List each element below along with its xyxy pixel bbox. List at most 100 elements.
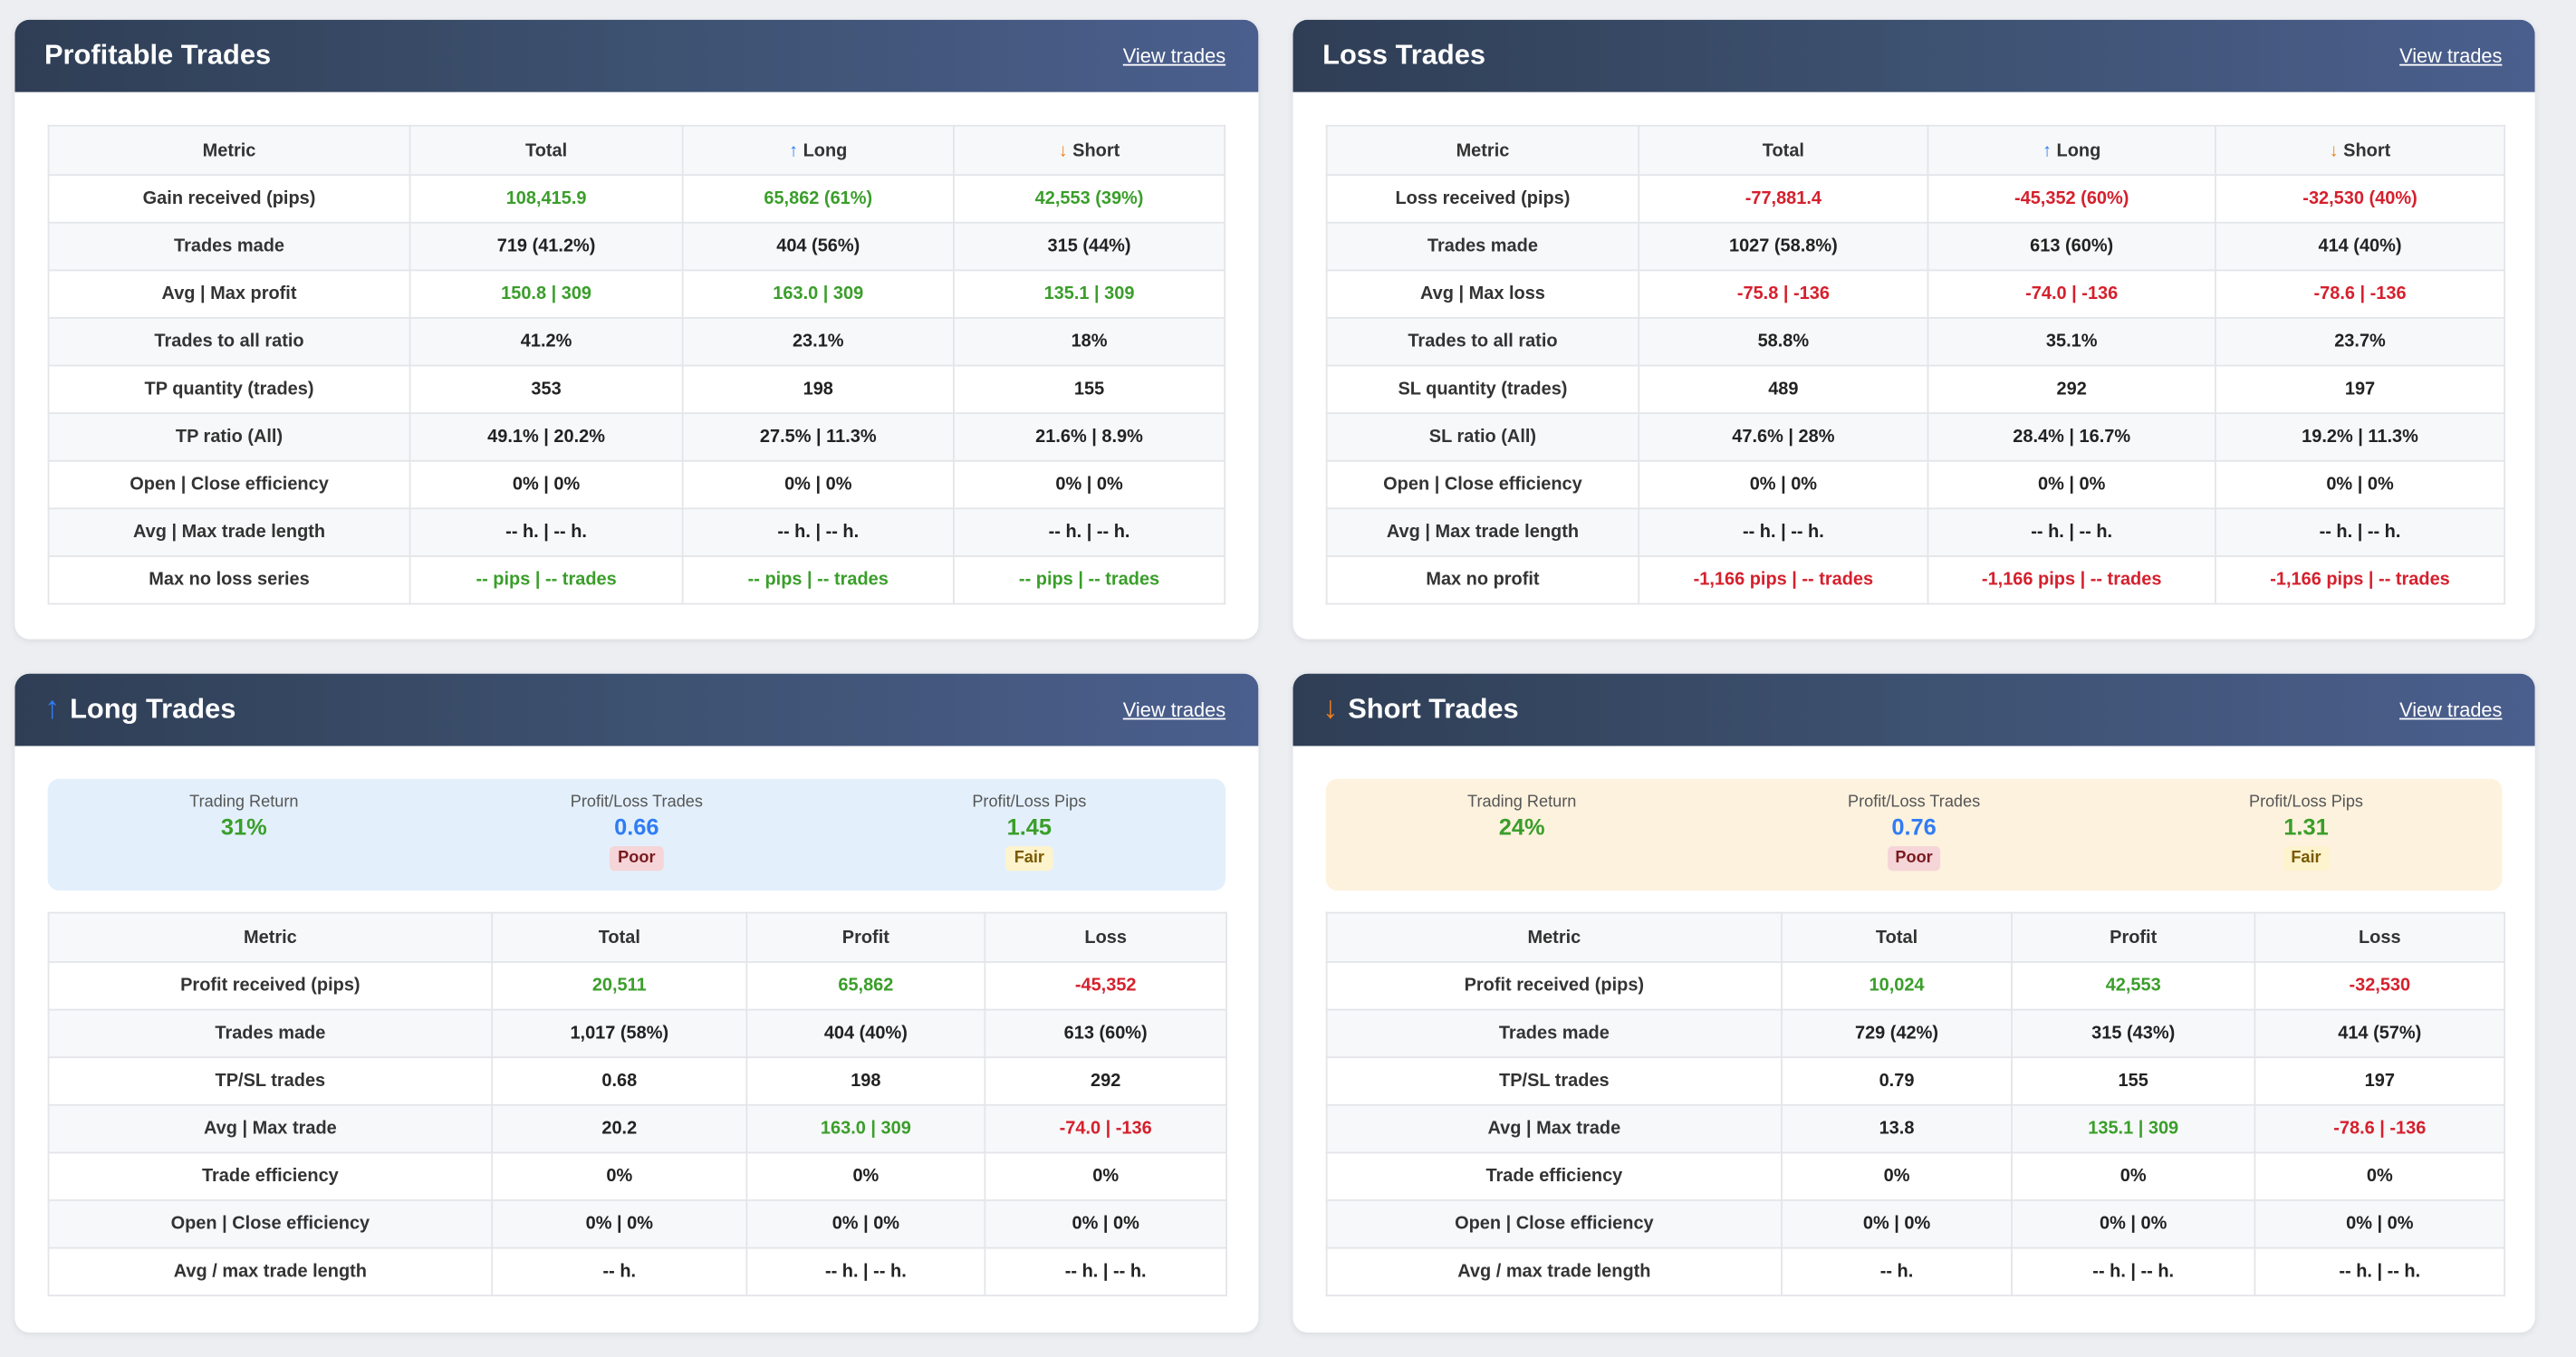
- metric-name: Trades made: [1325, 1008, 1783, 1059]
- column-header: Loss: [2254, 911, 2506, 963]
- metric-value: 0%: [984, 1151, 1227, 1201]
- metric-name: Avg | Max trade: [1325, 1103, 1783, 1154]
- column-label: Long: [803, 140, 848, 160]
- summary-label: Profit/Loss Pips: [972, 794, 1087, 813]
- metric-name: Trades to all ratio: [47, 317, 411, 367]
- table-row: Avg / max trade length -- h. -- h. | -- h.…: [1325, 1246, 2506, 1297]
- metric-value: 21.6% | 8.9%: [953, 412, 1226, 462]
- metric-value: 0% | 0%: [1638, 459, 1929, 510]
- view-trades-link[interactable]: View trades: [1122, 698, 1226, 722]
- table-row: TP ratio (All) 49.1% | 20.2% 27.5% | 11.3%…: [47, 412, 1226, 462]
- metric-value: 0% | 0%: [984, 1199, 1227, 1249]
- metric-name: Avg | Max loss: [1325, 269, 1640, 319]
- summary-value: 0.66: [614, 813, 659, 840]
- metric-value: -- pips | -- trades: [953, 555, 1226, 605]
- metric-name: Gain received (pips): [47, 174, 411, 224]
- table-header-row: Metric Total Profit Loss: [1325, 911, 2506, 963]
- table-row: SL ratio (All) 47.6% | 28% 28.4% | 16.7% 19…: [1325, 412, 2506, 462]
- metric-value: -- h. | -- h.: [953, 507, 1226, 557]
- metric-value: 0% | 0%: [745, 1199, 986, 1249]
- metric-value: 0% | 0%: [2215, 459, 2506, 510]
- column-header: ↑ Long: [1927, 124, 2216, 177]
- metric-name: Trade efficiency: [1325, 1151, 1783, 1201]
- summary-item: Profit/Loss Trades 0.66 Poor: [440, 779, 832, 890]
- column-header: Metric: [1325, 911, 1783, 963]
- card-title: Profitable Trades: [44, 40, 271, 72]
- metric-value: 0%: [1781, 1151, 2013, 1201]
- metric-name: Profit received (pips): [1325, 961, 1783, 1011]
- metric-name: Profit received (pips): [47, 961, 494, 1011]
- table-row: Loss received (pips) -77,881.4 -45,352 (60…: [1325, 174, 2506, 224]
- table-row: Profit received (pips) 20,511 65,862 -45,35…: [47, 961, 1227, 1011]
- arrow-down-icon: ↓: [2329, 140, 2339, 160]
- metric-value: -45,352: [984, 961, 1227, 1011]
- metric-value: -- h. | -- h.: [745, 1246, 986, 1297]
- short-trades-card: ↓ Short Trades View trades Trading Return 24…: [1293, 673, 2535, 1333]
- table-row: Avg | Max trade length -- h. | -- h. -- h.…: [47, 507, 1226, 557]
- metric-value: 0%: [745, 1151, 986, 1201]
- metric-value: 19.2% | 11.3%: [2215, 412, 2506, 462]
- column-header: Total: [409, 124, 684, 177]
- summary-value: 0.76: [1891, 813, 1937, 840]
- metric-name: Max no profit: [1325, 555, 1640, 605]
- view-trades-link[interactable]: View trades: [2399, 43, 2503, 68]
- metric-name: Open | Close efficiency: [1325, 1199, 1783, 1249]
- metric-value: -- h.: [1781, 1246, 2013, 1297]
- card-title-text: Profitable Trades: [43, 39, 272, 71]
- arrow-down-icon: ↓: [1058, 140, 1068, 160]
- summary-label: Profit/Loss Trades: [570, 794, 703, 813]
- metric-value: 18%: [953, 317, 1226, 367]
- table-row: Trades made 1,017 (58%) 404 (40%) 613 (60%): [47, 1008, 1227, 1059]
- metrics-table: Metric Total Profit Loss Profit received (pi…: [47, 911, 1227, 1297]
- metric-value: 155: [953, 364, 1226, 415]
- metric-value: 135.1 | 309: [2011, 1103, 2256, 1154]
- metric-value: 1,017 (58%): [491, 1008, 748, 1059]
- column-header: Profit: [745, 911, 986, 963]
- view-trades-link[interactable]: View trades: [1122, 43, 1226, 68]
- summary-panel: Trading Return 31% Profit/Loss Trades 0.66 P…: [47, 778, 1226, 891]
- metric-value: 20.2: [491, 1103, 748, 1154]
- metric-name: Loss received (pips): [1325, 174, 1640, 224]
- metric-value: 414 (40%): [2215, 221, 2506, 272]
- metric-name: Trades made: [47, 1008, 494, 1059]
- card-header: Profitable Trades View trades: [14, 19, 1259, 92]
- table-row: Open | Close efficiency 0% | 0% 0% | 0% 0% …: [47, 459, 1226, 510]
- metric-value: 404 (40%): [745, 1008, 986, 1059]
- table-row: SL quantity (trades) 489 292 197: [1325, 364, 2506, 415]
- table-row: Trades to all ratio 58.8% 35.1% 23.7%: [1325, 317, 2506, 367]
- metric-value: 292: [984, 1056, 1227, 1106]
- rating-badge: Poor: [610, 846, 664, 871]
- table-row: Trades made 729 (42%) 315 (43%) 414 (57%): [1325, 1008, 2506, 1059]
- column-label: Total: [598, 927, 640, 948]
- metric-value: 197: [2215, 364, 2506, 415]
- loss-trades-card: Loss Trades View trades Metric Total ↑ Long ↓ S…: [1293, 19, 2535, 640]
- metric-value: -74.0 | -136: [984, 1103, 1227, 1154]
- column-header: Profit: [2011, 911, 2256, 963]
- metric-value: -- h. | -- h.: [2011, 1246, 2256, 1297]
- metric-name: SL ratio (All): [1325, 412, 1640, 462]
- card-title-text: Short Trades: [1348, 693, 1519, 725]
- column-label: Loss: [2358, 927, 2401, 948]
- summary-item: Profit/Loss Pips 1.31 Fair: [2110, 779, 2503, 890]
- column-label: Metric: [1527, 927, 1581, 948]
- summary-label: Profit/Loss Pips: [2248, 794, 2364, 813]
- metric-name: Open | Close efficiency: [47, 1199, 494, 1249]
- metric-value: 0% | 0%: [681, 459, 955, 510]
- card-title: ↓ Short Trades: [1322, 692, 1519, 728]
- table-header-row: Metric Total ↑ Long ↓ Short: [47, 124, 1226, 177]
- metric-value: 414 (57%): [2254, 1008, 2506, 1059]
- table-row: Avg | Max trade 20.2 163.0 | 309 -74.0 | -1…: [47, 1103, 1227, 1154]
- view-trades-link[interactable]: View trades: [2399, 698, 2503, 722]
- metric-value: -- h. | -- h.: [409, 507, 684, 557]
- column-label: Total: [1875, 927, 1918, 948]
- summary-item: Profit/Loss Pips 1.45 Fair: [833, 779, 1226, 890]
- metric-value: 42,553 (39%): [953, 174, 1226, 224]
- table-row: Avg | Max loss -75.8 | -136 -74.0 | -136 -7…: [1325, 269, 2506, 319]
- metric-name: Trades made: [1325, 221, 1640, 272]
- card-title: ↑ Long Trades: [44, 692, 235, 728]
- summary-panel: Trading Return 24% Profit/Loss Trades 0.76 P…: [1325, 778, 2503, 891]
- table-row: Trades made 719 (41.2%) 404 (56%) 315 (44%): [47, 221, 1226, 272]
- table-row: Max no loss series -- pips | -- trades -- …: [47, 555, 1226, 605]
- summary-item: Profit/Loss Trades 0.76 Poor: [1718, 779, 2110, 890]
- metric-value: 489: [1638, 364, 1929, 415]
